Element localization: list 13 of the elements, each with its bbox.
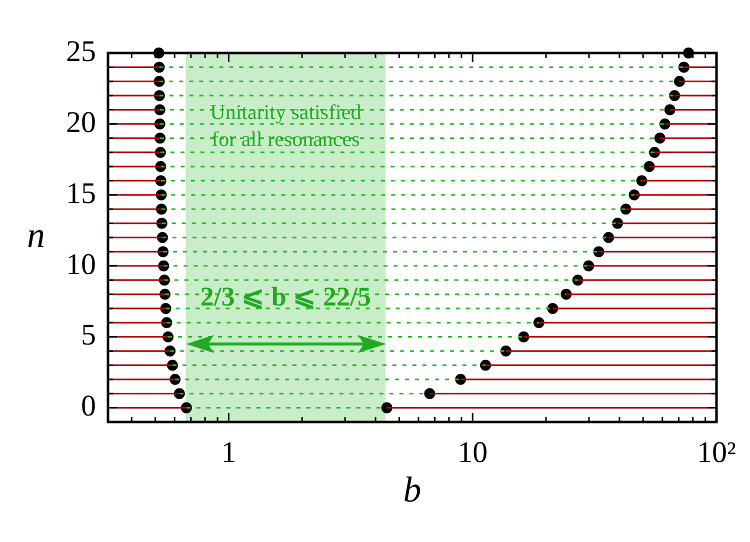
x-tick-label: 10² <box>697 436 736 469</box>
y-axis-title: n <box>27 214 45 255</box>
y-tick-label: 20 <box>66 106 96 139</box>
x-tick-label: 1 <box>221 436 236 469</box>
y-tick-label: 10 <box>66 248 96 281</box>
y-tick-label: 0 <box>81 390 96 423</box>
x-tick-label: 10 <box>458 436 488 469</box>
annotation: 2/3 ⩽ b ⩽ 22/5 <box>200 281 371 312</box>
x-axis-title: b <box>403 469 422 510</box>
y-tick-label: 5 <box>81 318 96 352</box>
y-tick-label: 25 <box>66 34 96 68</box>
annotation: Unitarity satisfied for all resonances <box>210 100 362 151</box>
y-tick-label: 15 <box>66 176 96 210</box>
